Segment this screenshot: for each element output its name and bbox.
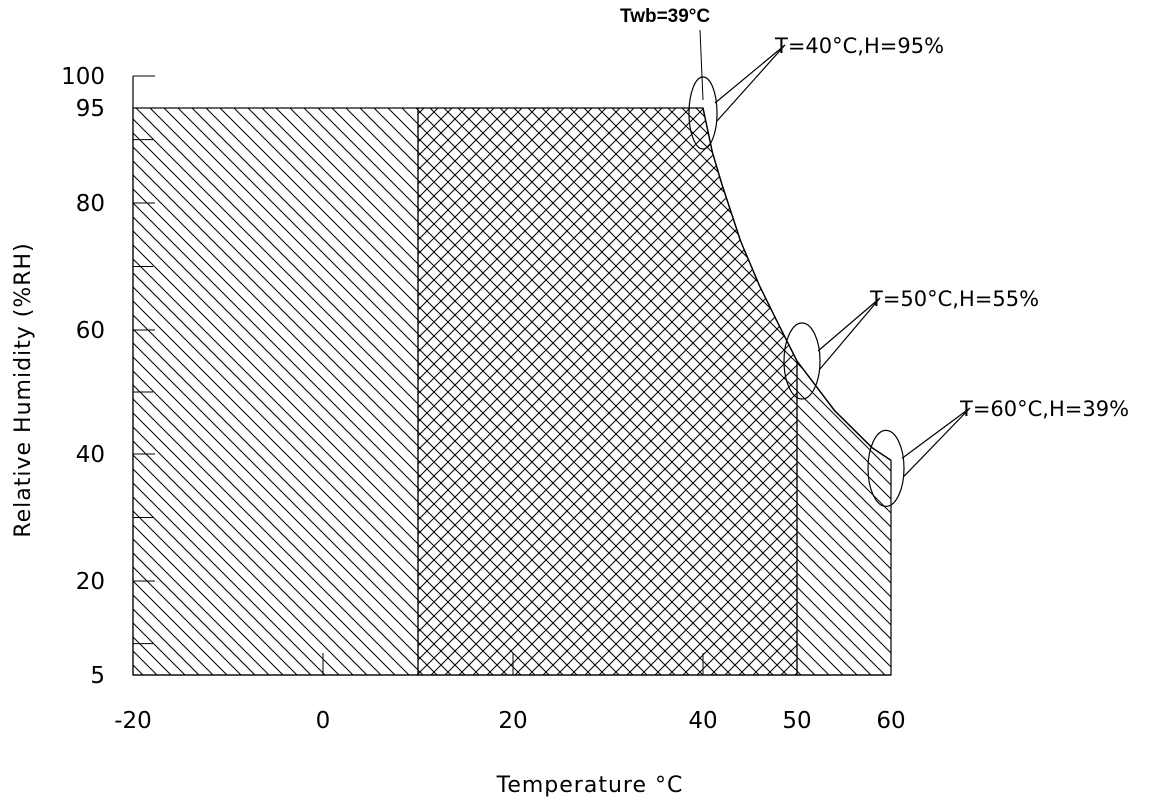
annotations: T=40°C,H=95% T=50°C,H=55% T=60°C,H=39%	[688, 34, 1129, 507]
annotation-ellipse	[688, 76, 718, 150]
x-axis-title: Temperature °C	[496, 773, 684, 798]
y-tick-label: 80	[76, 191, 105, 217]
y-axis-title: Relative Humidity (%RH)	[11, 242, 36, 537]
annotation-callout	[817, 297, 881, 370]
x-tick-label: 40	[688, 708, 717, 734]
boundary-curve-line	[702, 107, 892, 461]
y-tick-label: 5	[90, 663, 105, 689]
annotation-label: T=60°C,H=39%	[959, 397, 1129, 421]
region-single-hatch-right	[796, 359, 892, 676]
annotation-ellipse	[867, 429, 905, 507]
y-tick-label: 60	[76, 318, 105, 344]
x-tick-label: 60	[876, 708, 905, 734]
y-tick-label: 40	[76, 442, 105, 468]
region-cross-hatch	[417, 107, 798, 676]
annotation-callout	[901, 407, 971, 477]
y-tick-label: 100	[61, 64, 105, 90]
hatched-regions	[132, 107, 892, 676]
x-tick-label: -20	[114, 708, 152, 734]
boundary-curve	[699, 29, 892, 461]
annotation-callout	[714, 44, 786, 122]
x-tick-label: 0	[316, 708, 331, 734]
annotation-label: T=40°C,H=95%	[774, 34, 944, 58]
boundary-label-leader	[699, 29, 704, 101]
region-single-hatch-left	[132, 107, 419, 676]
axes: 5 20 40 60 80 95 100 -20 0 20 40 50 60	[61, 64, 906, 734]
x-tick-label: 20	[498, 708, 527, 734]
annotation-label: T=50°C,H=55%	[869, 287, 1039, 311]
y-tick-label: 20	[76, 569, 105, 595]
x-tick-label: 50	[782, 708, 811, 734]
annotation-ellipse	[783, 322, 821, 400]
boundary-curve-label: Twb=39°C	[620, 6, 710, 27]
y-tick-label: 95	[76, 96, 105, 122]
